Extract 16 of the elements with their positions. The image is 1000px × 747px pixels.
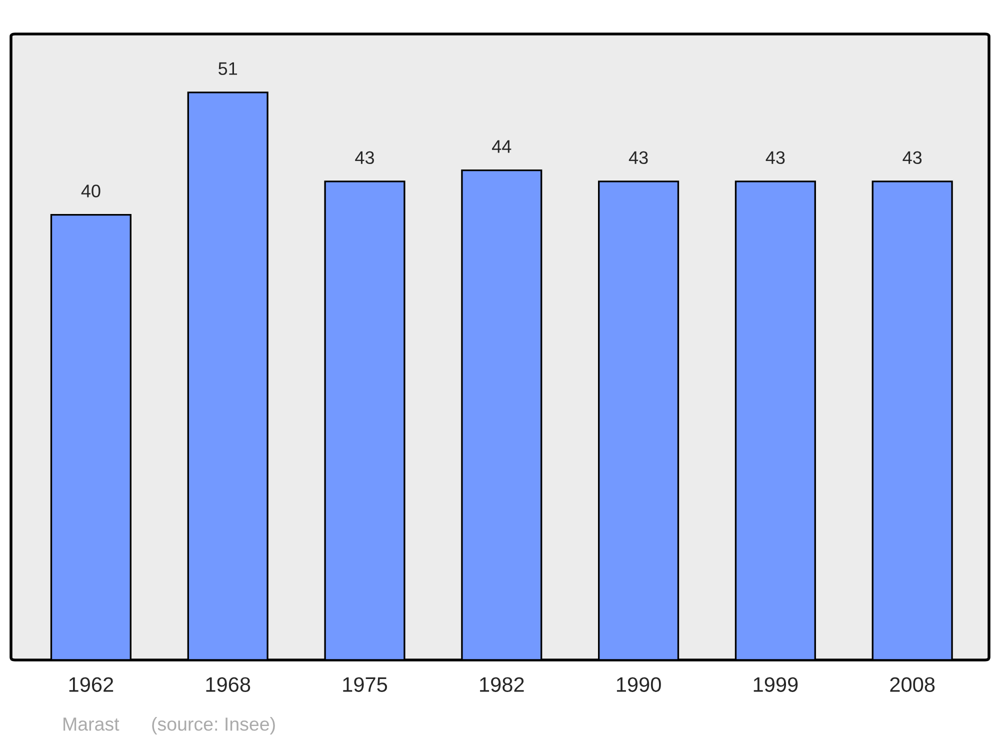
x-tick-label: 1968 — [206, 677, 250, 692]
x-tick-label: 2008 — [890, 677, 935, 692]
data-label: 43 — [766, 151, 785, 164]
text: Marast — [64, 718, 120, 731]
x-tick-label: 1962 — [69, 677, 114, 692]
data-label: 44 — [492, 140, 512, 153]
text: (source: Insee) — [152, 716, 275, 734]
data-label: 43 — [355, 151, 374, 164]
data-label: 51 — [218, 62, 238, 75]
data-label: 40 — [81, 184, 100, 198]
data-label: 43 — [902, 151, 922, 164]
x-tick-label: 1982 — [480, 677, 524, 692]
x-tick-label: 1990 — [616, 677, 661, 692]
x-tick-label: 1999 — [754, 677, 798, 692]
x-tick-label: 1975 — [343, 677, 388, 692]
data-label: 43 — [628, 151, 648, 164]
